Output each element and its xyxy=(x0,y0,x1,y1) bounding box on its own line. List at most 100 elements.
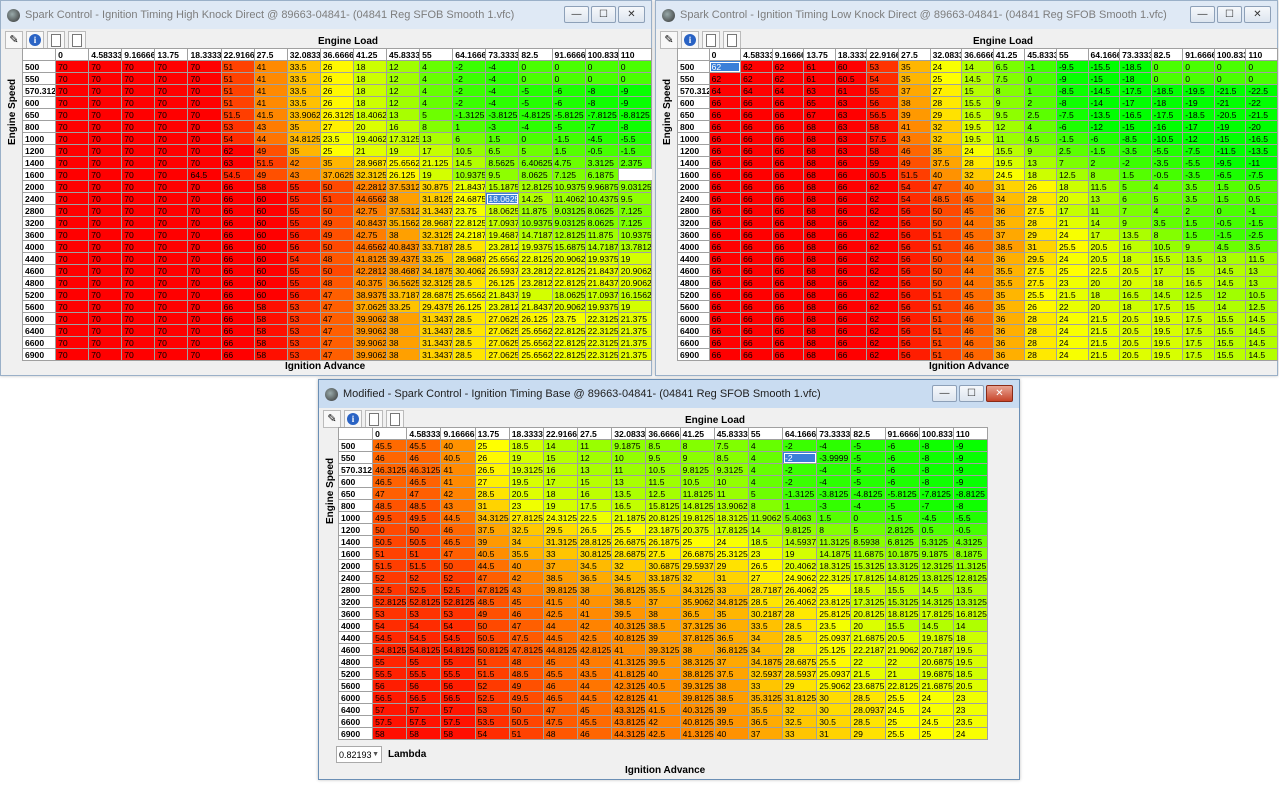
table-cell[interactable]: 21.375 xyxy=(617,324,653,337)
table-cell[interactable]: -2 xyxy=(782,475,818,488)
table-cell[interactable]: 56 xyxy=(898,288,931,301)
table-cell[interactable]: 13.7812 xyxy=(617,240,653,253)
table-cell[interactable]: 68 xyxy=(803,216,836,229)
table-cell[interactable]: 29.5 xyxy=(542,523,579,536)
table-cell[interactable]: 10.5 xyxy=(645,463,681,476)
document-icon[interactable] xyxy=(723,31,741,49)
table-cell[interactable]: 0 xyxy=(617,72,653,85)
table-cell[interactable]: 5 xyxy=(518,144,553,157)
table-cell[interactable]: 17 xyxy=(1087,228,1121,241)
table-cell[interactable]: 19.8125 xyxy=(679,511,715,524)
table-cell[interactable]: 35 xyxy=(898,60,931,73)
table-cell[interactable]: 50.5 xyxy=(474,631,510,644)
table-cell[interactable]: 4.5 xyxy=(1213,240,1247,253)
table-cell[interactable]: 66 xyxy=(834,240,868,253)
table-cell[interactable]: 66 xyxy=(708,96,742,109)
table-cell[interactable]: 19.6875 xyxy=(918,667,954,680)
table-cell[interactable]: 10.1875 xyxy=(884,547,920,560)
table-cell[interactable]: 21.5 xyxy=(850,667,886,680)
table-cell[interactable]: 42.3125 xyxy=(611,679,647,692)
table-cell[interactable]: 1.5 xyxy=(551,144,586,157)
table-cell[interactable]: 32 xyxy=(929,132,963,145)
table-cell[interactable]: 58 xyxy=(253,324,288,337)
table-cell[interactable]: 41.3125 xyxy=(679,727,715,740)
table-cell[interactable]: -9 xyxy=(1055,72,1089,85)
table-cell[interactable]: 0 xyxy=(551,72,586,85)
table-cell[interactable]: 11.4062 xyxy=(551,192,586,205)
table-cell[interactable]: 25.8125 xyxy=(816,607,852,620)
table-cell[interactable]: 56 xyxy=(440,679,476,692)
table-cell[interactable]: 28 xyxy=(961,156,994,169)
table-cell[interactable]: 31 xyxy=(1024,240,1057,253)
minimize-button[interactable]: — xyxy=(564,6,589,23)
table-cell[interactable]: 13.3125 xyxy=(884,559,920,572)
table-cell[interactable]: -17 xyxy=(1182,120,1215,133)
table-cell[interactable]: 70 xyxy=(55,216,90,229)
table-cell[interactable]: 50 xyxy=(319,204,354,217)
table-cell[interactable]: 49.5 xyxy=(508,691,544,704)
table-cell[interactable]: 54.5 xyxy=(372,631,408,644)
table-cell[interactable]: -4.5 xyxy=(918,511,954,524)
table-cell[interactable]: 52.5 xyxy=(474,691,510,704)
table-cell[interactable]: 47.8125 xyxy=(474,583,510,596)
table-cell[interactable]: 13.5 xyxy=(611,487,647,500)
table-cell[interactable]: 9.5 xyxy=(992,108,1026,121)
table-cell[interactable]: 5.3125 xyxy=(918,535,954,548)
table-cell[interactable]: 15.3125 xyxy=(850,559,886,572)
table-cell[interactable]: 50.8125 xyxy=(474,643,510,656)
table-cell[interactable]: 53 xyxy=(286,336,321,349)
table-cell[interactable]: 66 xyxy=(220,216,255,229)
table-cell[interactable]: 45 xyxy=(961,228,994,241)
table-cell[interactable]: 1.5 xyxy=(1213,180,1247,193)
table-cell[interactable]: 11.5 xyxy=(1087,180,1121,193)
table-cell[interactable]: 66 xyxy=(740,132,773,145)
table-cell[interactable]: 50 xyxy=(508,703,544,716)
table-cell[interactable]: 26 xyxy=(319,84,354,97)
table-cell[interactable]: 52 xyxy=(474,679,510,692)
table-cell[interactable]: 22.5 xyxy=(1087,264,1121,277)
table-cell[interactable]: 45 xyxy=(542,655,579,668)
table-cell[interactable]: 28.9687 xyxy=(352,156,388,169)
table-cell[interactable]: -8 xyxy=(918,451,954,464)
table-cell[interactable]: 25.6562 xyxy=(518,324,553,337)
table-cell[interactable]: 54.5 xyxy=(220,168,255,181)
table-cell[interactable]: -18 xyxy=(1119,72,1152,85)
table-cell[interactable]: 56 xyxy=(898,264,931,277)
table-cell[interactable]: 34.3125 xyxy=(474,511,510,524)
table-cell[interactable]: 66 xyxy=(708,300,742,313)
table-cell[interactable]: -16.5 xyxy=(1119,108,1152,121)
table-cell[interactable]: 70 xyxy=(187,300,222,313)
table-cell[interactable]: 53 xyxy=(866,60,900,73)
table-cell[interactable]: 53 xyxy=(286,348,321,361)
table-cell[interactable]: 39.5 xyxy=(713,715,749,728)
table-cell[interactable]: 39.4375 xyxy=(386,252,421,265)
table-cell[interactable]: 70 xyxy=(187,228,222,241)
table-cell[interactable]: 20.5 xyxy=(1119,348,1152,361)
table-cell[interactable]: 66 xyxy=(220,276,255,289)
table-cell[interactable]: -6 xyxy=(884,475,920,488)
table-cell[interactable]: 24.5 xyxy=(884,703,920,716)
table-cell[interactable]: 25.6562 xyxy=(452,288,487,301)
table-cell[interactable]: 70 xyxy=(55,108,90,121)
table-cell[interactable]: 3.3125 xyxy=(584,156,619,169)
table-cell[interactable]: 17.5 xyxy=(1182,324,1215,337)
table-cell[interactable]: 22.8125 xyxy=(551,348,586,361)
table-cell[interactable]: 15 xyxy=(1182,300,1215,313)
table-cell[interactable]: 15 xyxy=(961,84,994,97)
table-cell[interactable]: 14 xyxy=(1213,300,1247,313)
table-cell[interactable]: 38 xyxy=(898,96,931,109)
table-cell[interactable]: 54 xyxy=(286,252,321,265)
table-cell[interactable]: -2 xyxy=(452,96,487,109)
table-cell[interactable]: 12 xyxy=(386,72,421,85)
table-cell[interactable]: 60 xyxy=(253,288,288,301)
table-cell[interactable]: 52 xyxy=(372,571,408,584)
table-cell[interactable]: 19.5 xyxy=(1150,348,1184,361)
table-cell[interactable]: 35 xyxy=(319,156,354,169)
table-cell[interactable]: 28 xyxy=(1024,312,1057,325)
table-cell[interactable]: 34.5 xyxy=(611,571,647,584)
timing-table[interactable]: 0 4.58333 9.16666 13.75 18.3333 22.9166 27.5 32… xyxy=(337,427,989,740)
table-cell[interactable]: 47 xyxy=(319,300,354,313)
table-cell[interactable]: 44.6562 xyxy=(352,192,388,205)
table-cell[interactable]: 41 xyxy=(898,120,931,133)
table-cell[interactable]: 25.6562 xyxy=(518,336,553,349)
